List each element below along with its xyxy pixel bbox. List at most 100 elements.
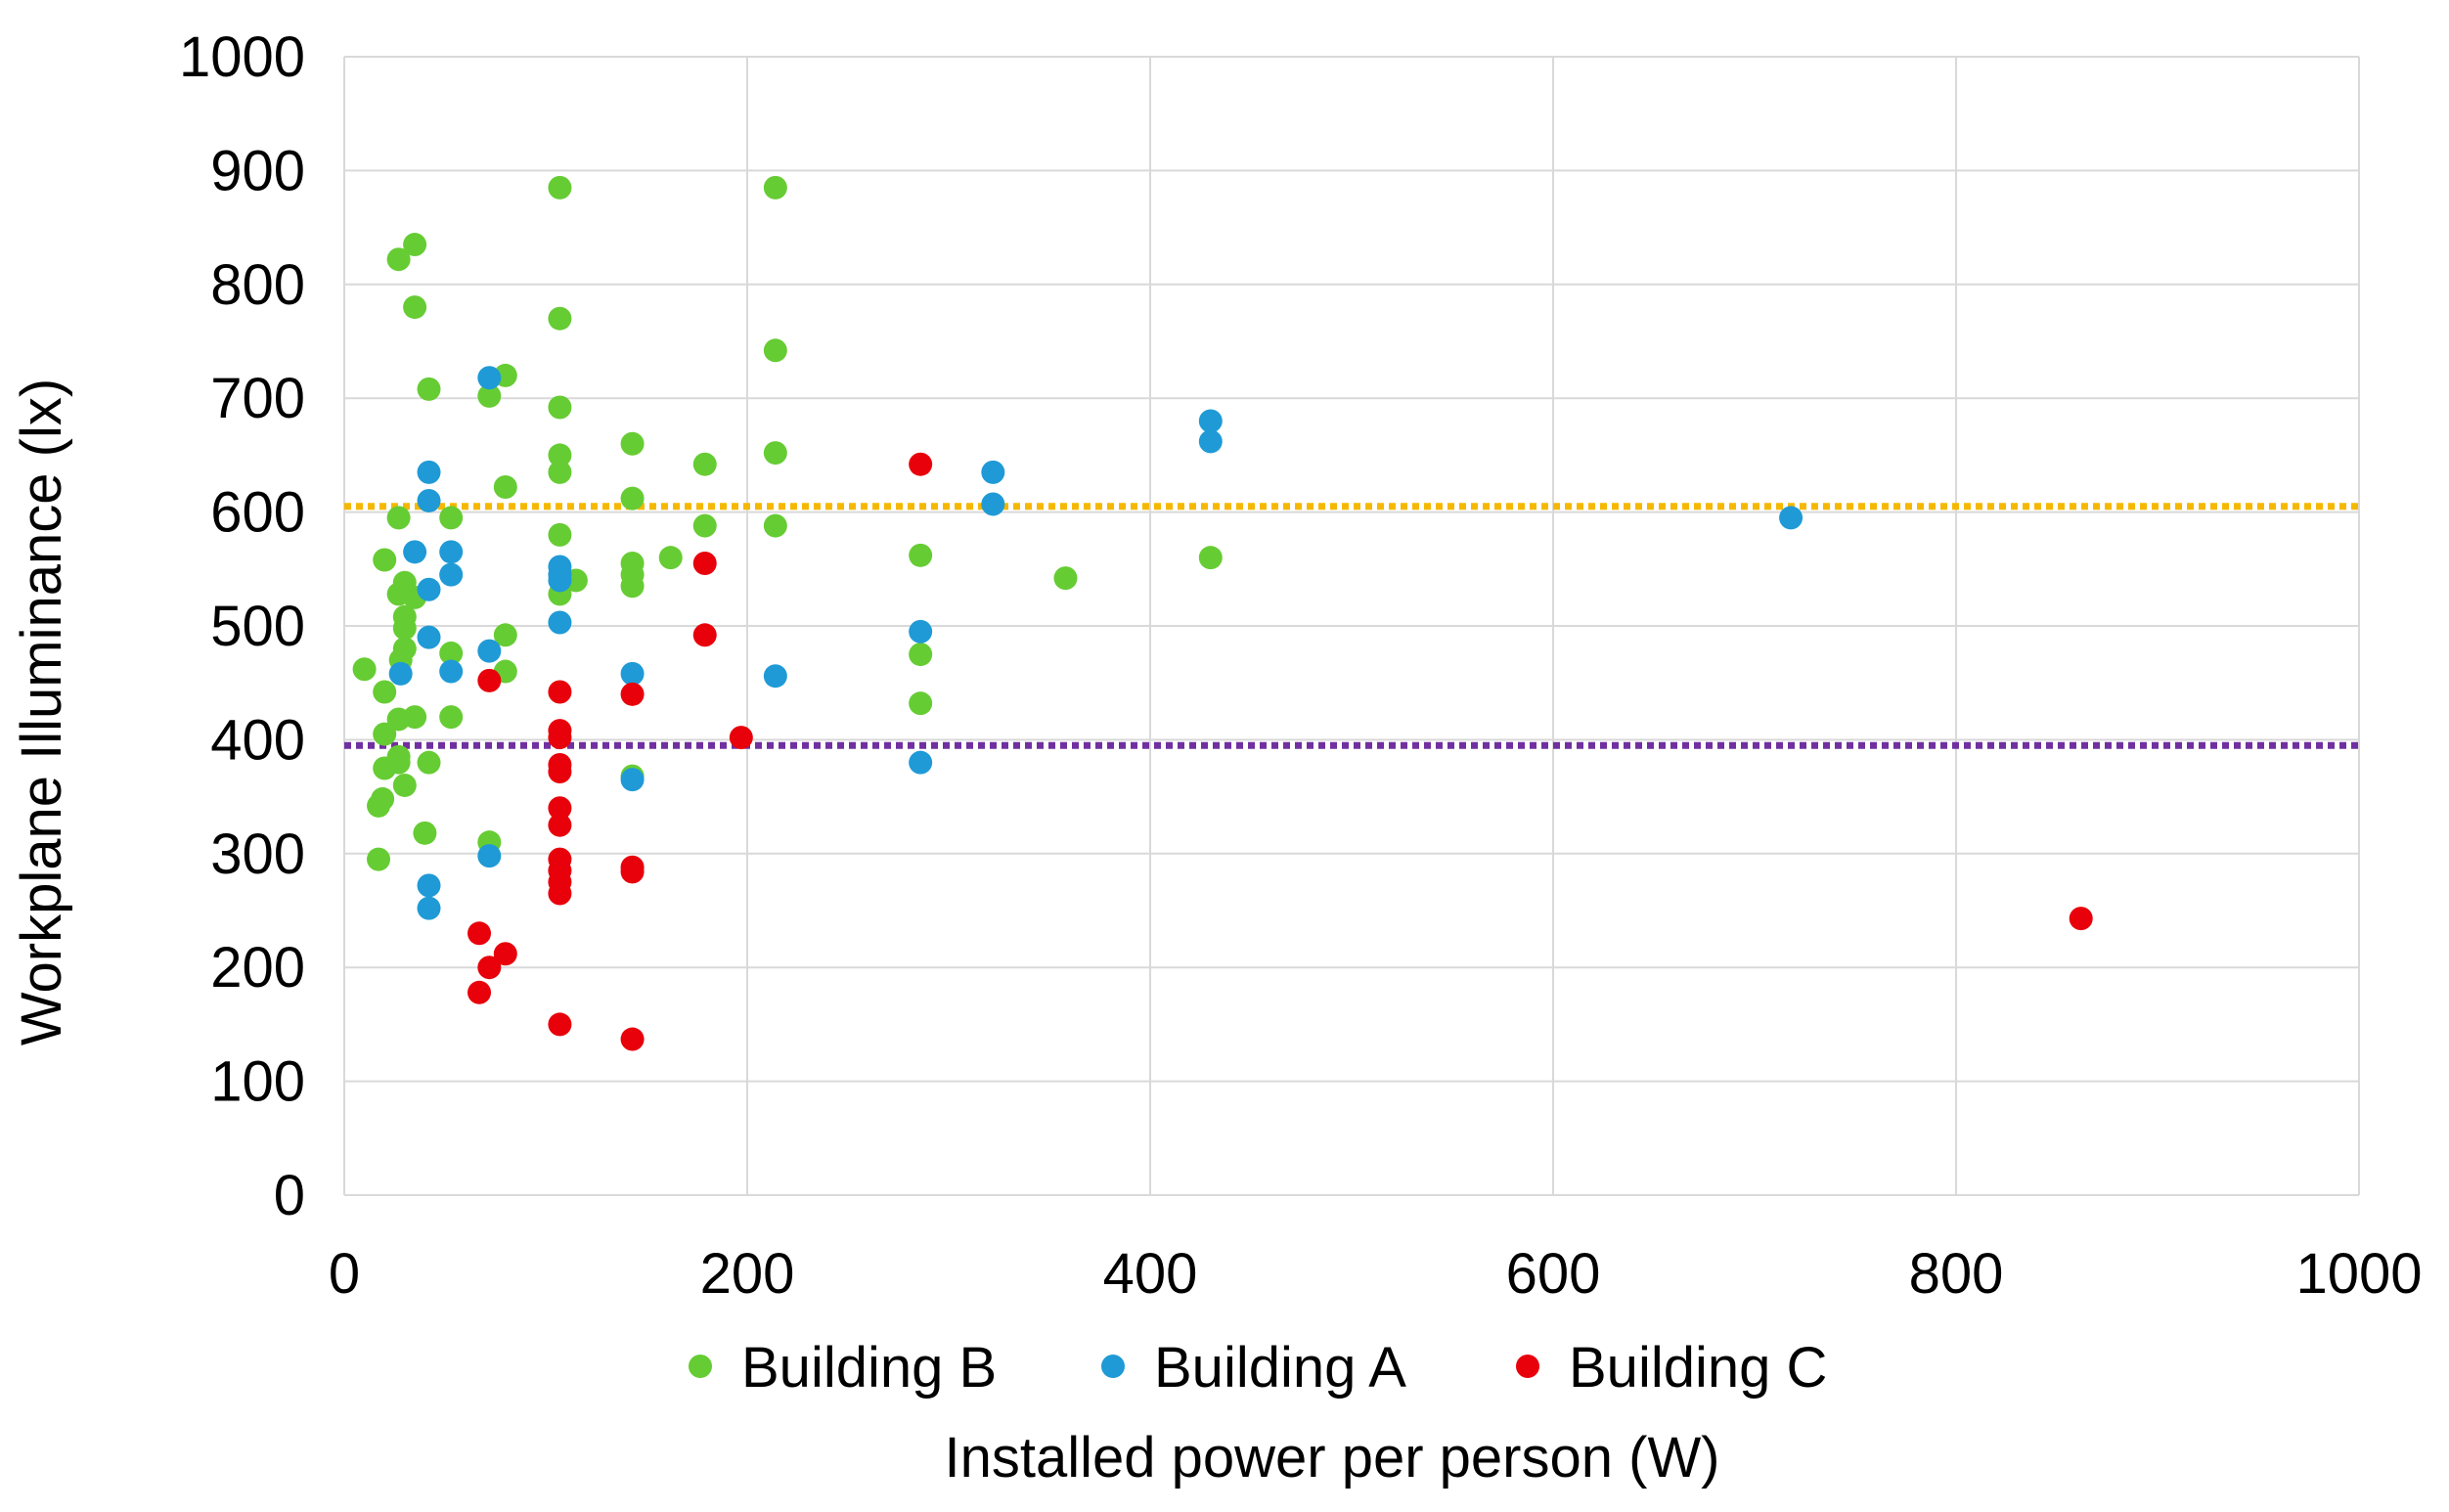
building-b-point [763,338,787,363]
x-tick-labels: 0 200 400 600 800 1000 [329,1242,2423,1306]
building-a-point [417,896,441,920]
building-a-point [909,750,933,775]
building-a-point [548,568,572,593]
building-b-point [439,705,464,730]
building-b-point [392,773,417,797]
building-b-point [403,233,427,257]
building-b-point [373,680,397,704]
building-a-point [620,768,645,792]
building-a-point [477,844,502,868]
building-b-point [1198,546,1223,570]
building-b-point [620,431,645,456]
data-points [352,175,2093,1051]
building-c-point [468,921,492,946]
building-b-point [909,691,933,716]
building-b-point [417,377,441,401]
y-tick-label: 300 [210,823,305,886]
building-b-point [763,175,787,200]
building-c-point [729,726,753,750]
building-c-point [620,1027,645,1051]
legend-marker [1516,1355,1539,1378]
building-a-point [1198,409,1223,433]
building-b-point [439,641,464,665]
building-b-point [909,643,933,667]
building-a-point [548,610,572,635]
building-b-point [692,513,717,538]
building-c-point [477,668,502,692]
building-a-point [388,661,413,686]
building-b-point [548,175,572,200]
legend-label: Building A [1154,1336,1406,1400]
legend-label: Building B [741,1336,997,1400]
building-c-point [477,956,502,980]
y-tick-label: 500 [210,595,305,658]
building-a-point [477,366,502,390]
building-a-point [909,619,933,644]
building-b-point [763,513,787,538]
x-axis-title: Installed power per person (W) [945,1426,1720,1490]
building-b-point [909,543,933,567]
building-b-point [439,506,464,530]
reference-lines [344,503,2359,749]
legend-label: Building C [1569,1336,1827,1400]
building-c-point [493,942,517,966]
building-b-point [352,657,377,682]
building-b-point [763,441,787,466]
building-b-point [386,750,411,775]
building-b-point [392,616,417,641]
building-c-point [548,813,572,837]
building-b-point [548,443,572,467]
building-a-point [439,540,464,564]
building-c-point [548,796,572,821]
legend-marker [689,1355,712,1378]
building-b-point [403,295,427,320]
building-a-point [417,873,441,898]
building-a-point [763,664,787,689]
building-b-point [392,637,417,661]
y-tick-label: 800 [210,253,305,317]
building-a-point [981,460,1005,484]
building-b-point [548,306,572,331]
building-a-point [1198,429,1223,454]
building-c-point [548,1012,572,1037]
building-a-point [403,540,427,564]
building-c-point [620,860,645,884]
building-a-point [620,661,645,686]
legend-item-building-c: Building C [1516,1336,1827,1400]
building-a-point [417,488,441,512]
x-tick-label: 0 [329,1242,360,1306]
building-b-point [1053,566,1078,591]
legend-item-building-a: Building A [1101,1336,1406,1400]
building-a-point [981,492,1005,516]
legend-marker [1101,1355,1125,1378]
building-b-point [413,821,437,845]
building-b-point [620,574,645,599]
building-b-point [373,548,397,572]
building-a-point [477,639,502,663]
y-tick-label: 100 [210,1050,305,1114]
building-c-point [692,551,717,575]
y-tick-label: 0 [274,1164,305,1227]
building-c-point [468,980,492,1004]
legend: Building B Building A Building C [689,1336,1827,1400]
building-c-point [620,682,645,706]
x-tick-label: 800 [1909,1242,2004,1306]
building-b-point [548,395,572,420]
x-tick-label: 1000 [2295,1242,2422,1306]
building-a-point [417,577,441,601]
building-c-point [2069,907,2093,931]
y-tick-label: 1000 [179,25,305,89]
building-b-point [417,750,441,775]
building-b-point [620,486,645,511]
building-c-point [548,680,572,704]
building-b-point [367,847,391,871]
building-b-point [692,452,717,476]
y-axis-title: Workplane Illuminance (lx) [10,378,73,1045]
y-tick-label: 700 [210,367,305,430]
building-b-point [548,460,572,484]
building-a-point [439,659,464,684]
building-b-point [658,546,683,570]
building-c-point [909,452,933,476]
building-b-point [477,383,502,408]
building-b-point [373,722,397,746]
